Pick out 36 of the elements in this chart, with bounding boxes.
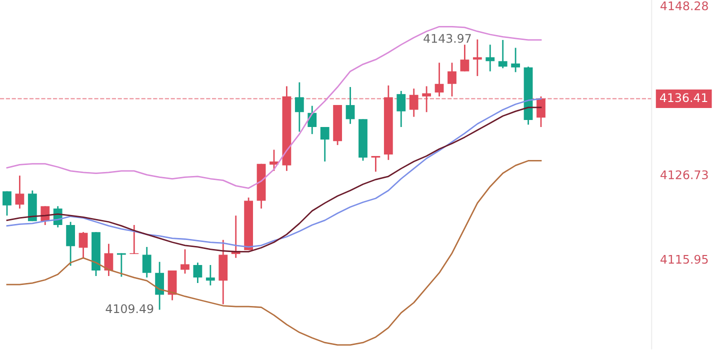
y-tick-label: 4126.73: [660, 170, 708, 180]
candlestick: [346, 86, 355, 125]
candlestick: [2, 190, 12, 216]
y-tick-label: 4148.28: [660, 1, 708, 10]
candlestick: [66, 221, 76, 266]
candlestick: [511, 47, 520, 73]
candlestick: [409, 88, 418, 118]
candlestick: [371, 155, 380, 172]
candlestick: [448, 62, 456, 98]
candlestick: [320, 126, 330, 162]
y-tick-label: 4115.95: [660, 254, 708, 264]
candlestick: [78, 231, 88, 259]
candlestick: [15, 174, 24, 210]
candlestick: [104, 243, 114, 277]
candlestick: [422, 86, 432, 113]
candlestick: [294, 82, 304, 132]
candlestick: [434, 62, 444, 98]
candlestick: [536, 96, 546, 128]
annotation: 4143.97: [424, 34, 471, 43]
ref-line-label: 4136.41: [660, 93, 708, 102]
candlestick: [486, 44, 495, 72]
candlestick: [498, 39, 508, 69]
line-series: [6, 26, 542, 189]
candlestick: [308, 105, 317, 135]
candlestick: [180, 248, 190, 274]
candlestick: [193, 262, 202, 284]
candlestick: [460, 44, 470, 72]
candlestick: [472, 38, 482, 77]
candlestick: [155, 261, 164, 310]
candlestick: [116, 252, 126, 278]
candlestick: [206, 264, 215, 286]
candlestick: [142, 246, 152, 278]
annotation: 4109.49: [106, 304, 154, 314]
candlestick: [396, 90, 406, 128]
line-series: [6, 160, 542, 346]
candlestick: [130, 224, 139, 255]
